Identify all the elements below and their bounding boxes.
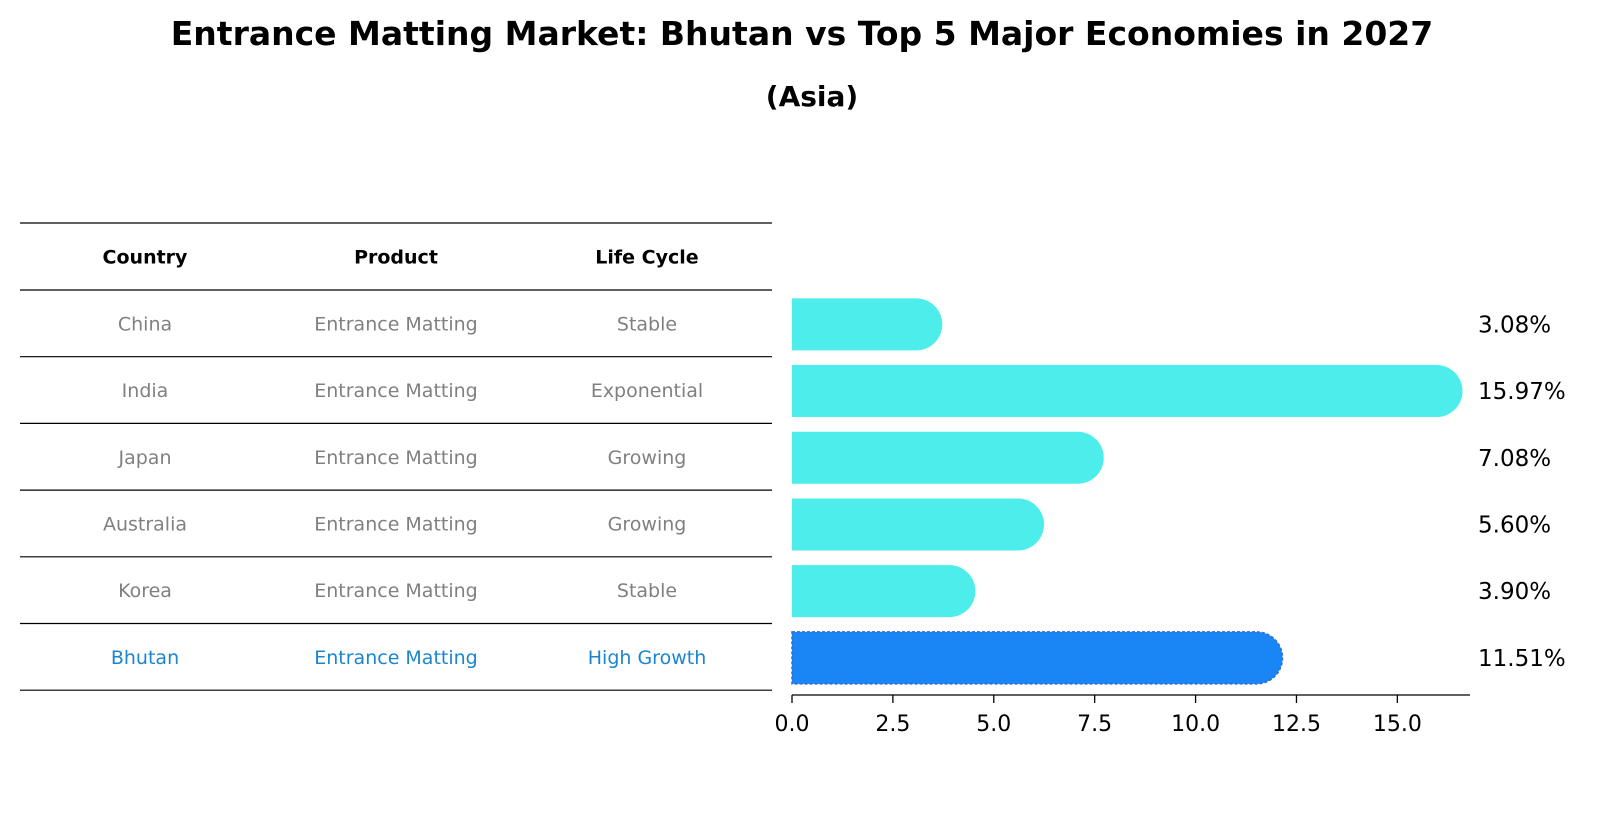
table-cell: Entrance Matting [314,647,478,669]
bar-australia [792,498,1044,551]
value-label: 15.97% [1478,379,1566,405]
table-cell: India [122,380,169,402]
table-cell: Growing [608,447,687,469]
chart-title: Entrance Matting Market: Bhutan vs Top 5… [170,14,1434,53]
bar-india [792,365,1463,418]
value-label: 5.60% [1478,512,1551,538]
value-label: 3.08% [1478,312,1551,338]
table-cell: Growing [608,513,687,535]
table-cell: Entrance Matting [314,313,478,335]
table-cell: Entrance Matting [314,447,478,469]
x-tick-label: 2.5 [875,712,910,737]
x-axis: 0.0 2.5 5.0 7.5 10.0 12.5 15.0 [775,694,1470,737]
table-cell: High Growth [588,647,706,669]
bar-bhutan [791,631,1284,685]
value-label: 3.90% [1478,579,1551,605]
table-cell: China [118,313,172,335]
x-tick-label: 10.0 [1171,712,1220,737]
data-table: Country Product Life Cycle China Entrance Ma… [20,222,772,691]
table-cell: Entrance Matting [314,513,478,535]
table-cell: Stable [617,580,677,602]
table-cell: Bhutan [111,647,179,669]
chart-subtitle: (Asia) [765,80,859,113]
x-tick-label: 12.5 [1272,712,1321,737]
value-labels: 3.08% 15.97% 7.08% 5.60% 3.90% 11.51% [1478,312,1566,671]
table-header-cell: Country [103,247,189,269]
x-tick-label: 0.0 [775,712,810,737]
x-tick-label: 7.5 [1077,712,1112,737]
table-cell: Japan [118,447,172,469]
value-label: 11.51% [1478,646,1566,672]
table-cell: Australia [103,513,187,535]
table-header-cell: Life Cycle [595,247,698,269]
table-cell: Korea [118,580,172,602]
bar-korea [792,565,976,618]
table-cell: Entrance Matting [314,580,478,602]
bar-japan [792,431,1104,484]
bar-china [792,298,943,351]
bar-series [791,298,1463,685]
table-cell: Exponential [591,380,703,402]
table-header-cell: Product [354,247,438,269]
value-label: 7.08% [1478,446,1551,472]
table-cell: Stable [617,313,677,335]
x-tick-label: 15.0 [1373,712,1422,737]
x-tick-label: 5.0 [976,712,1011,737]
table-cell: Entrance Matting [314,380,478,402]
